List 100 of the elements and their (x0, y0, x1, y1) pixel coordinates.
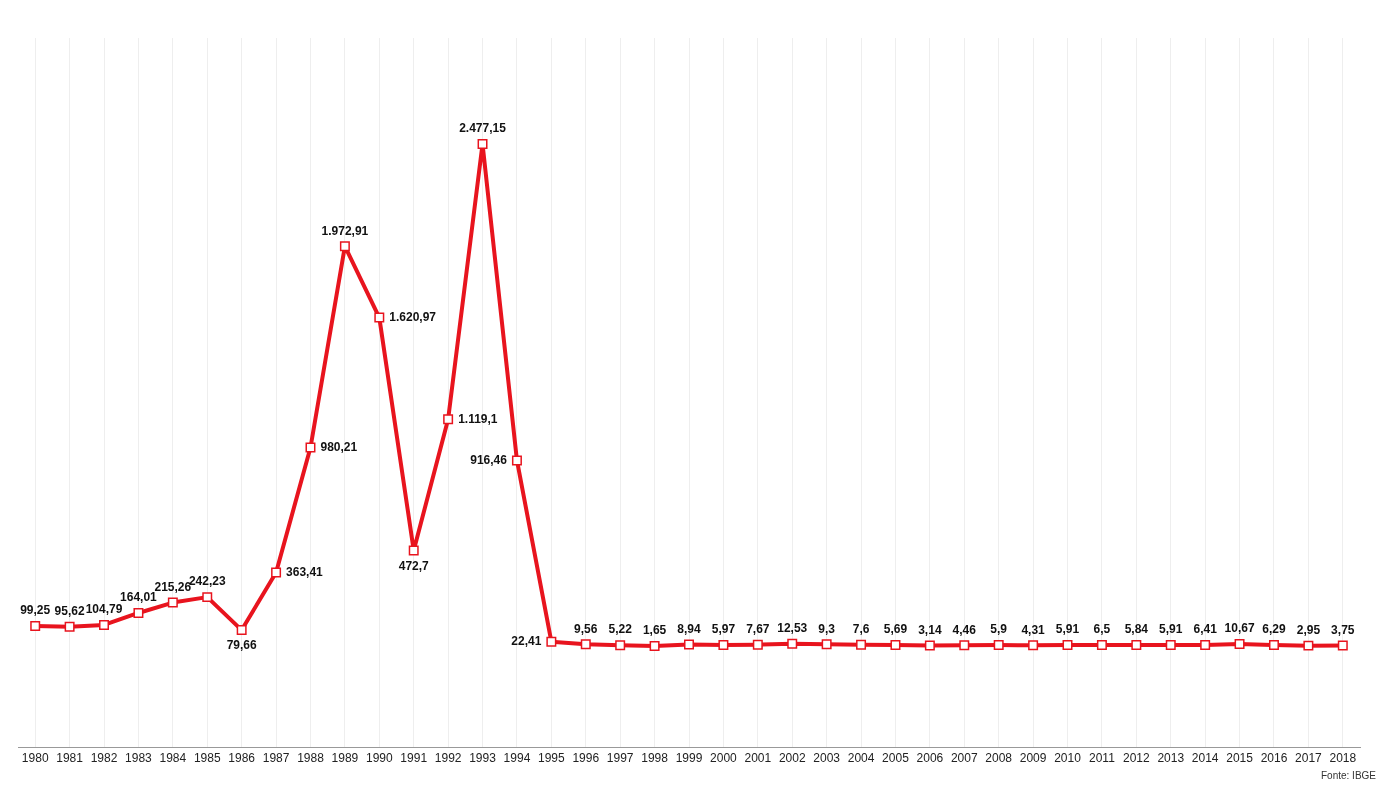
point (1268, 639, 1279, 650)
point (1165, 640, 1176, 651)
point (202, 592, 213, 603)
x-tick-label: 1991 (400, 751, 428, 766)
point (236, 625, 247, 636)
x-tick-label: 1983 (125, 751, 153, 766)
x-tick-label: 1992 (434, 751, 462, 766)
x-tick-label: 2007 (950, 751, 978, 766)
x-tick-label: 1999 (675, 751, 703, 766)
data-label: 9,3 (818, 621, 836, 636)
x-tick-label: 2003 (813, 751, 841, 766)
x-tick-label: 2015 (1226, 751, 1254, 766)
point (615, 640, 626, 651)
data-label: 5,91 (1055, 622, 1080, 637)
x-tick-label: 1994 (503, 751, 531, 766)
point (684, 639, 694, 650)
data-label: 5,97 (711, 622, 736, 637)
x-tick-label: 2004 (847, 751, 875, 766)
point (339, 241, 350, 252)
point (1096, 639, 1107, 650)
data-label: 4,46 (952, 622, 977, 637)
point (1234, 639, 1245, 650)
data-label: 99,25 (20, 603, 51, 618)
point (477, 139, 488, 149)
point (511, 455, 522, 466)
point (924, 640, 935, 651)
x-tick-label: 1986 (228, 751, 256, 766)
data-label: 9,56 (574, 621, 598, 636)
data-label: 6,29 (1262, 622, 1286, 637)
data-label: 3,14 (918, 622, 942, 637)
point (133, 607, 144, 618)
data-label: 472,7 (398, 558, 430, 573)
x-tick-label: 2005 (882, 751, 910, 766)
point (1131, 640, 1142, 651)
data-label: 5,9 (990, 622, 1008, 637)
x-tick-label: 2002 (778, 751, 806, 766)
point (993, 640, 1004, 651)
data-label: 164,01 (120, 590, 158, 605)
x-tick-label: 2009 (1019, 751, 1047, 766)
x-tick-label: 1988 (297, 751, 325, 766)
x-tick-label: 2013 (1157, 751, 1185, 766)
x-tick-label: 1985 (193, 751, 221, 766)
x-tick-label: 2000 (710, 751, 738, 766)
data-label: 6,5 (1093, 622, 1111, 637)
x-tick-label: 1989 (331, 751, 359, 766)
point (718, 640, 729, 651)
point (408, 545, 419, 556)
data-label: 22,41 (511, 634, 542, 648)
x-tick-label: 1987 (262, 751, 290, 766)
point (821, 639, 832, 650)
x-tick-label: 2016 (1260, 751, 1288, 766)
x-tick-label: 1990 (365, 751, 393, 766)
data-label: 7,6 (852, 622, 870, 636)
data-label: 1.620,97 (389, 309, 437, 324)
point (99, 619, 110, 630)
x-tick-label: 1995 (538, 751, 566, 766)
data-label: 4,31 (1021, 622, 1046, 637)
point (1028, 640, 1039, 651)
point (167, 597, 178, 608)
x-tick-label: 2006 (916, 751, 944, 766)
data-label: 2,95 (1296, 622, 1321, 637)
point (1303, 640, 1314, 651)
data-label: 980,21 (320, 439, 358, 454)
x-tick-label: 1997 (606, 751, 634, 766)
point (30, 621, 41, 632)
data-label: 79,66 (226, 638, 258, 653)
x-tick-label: 2010 (1054, 751, 1082, 766)
x-tick-label: 1980 (21, 751, 49, 766)
data-label: 5,84 (1124, 622, 1149, 637)
data-label: 3,75 (1331, 622, 1355, 637)
point (580, 639, 591, 650)
point (1337, 640, 1348, 651)
x-tick-label: 1998 (641, 751, 669, 766)
data-label: 1,65 (642, 623, 667, 638)
point (959, 640, 970, 651)
point (546, 636, 557, 647)
data-label: 12,53 (777, 621, 808, 635)
data-label: 7,67 (746, 621, 770, 636)
x-tick-label: 1982 (90, 751, 118, 766)
point (305, 442, 316, 453)
point (1200, 639, 1211, 650)
point (374, 312, 385, 323)
x-tick-label: 2012 (1122, 751, 1150, 766)
x-tick-label: 1984 (159, 751, 187, 766)
data-label: 1.972,91 (321, 223, 369, 238)
data-label: 916,46 (470, 452, 508, 467)
data-label: 1.119,1 (458, 411, 498, 426)
data-label: 6,41 (1193, 622, 1218, 637)
data-label: 104,79 (85, 602, 123, 617)
x-tick-label: 1981 (56, 751, 84, 766)
source-note: Fonte: IBGE (1320, 770, 1376, 781)
point (1062, 640, 1073, 651)
data-label: 5,91 (1159, 622, 1183, 637)
x-tick-label: 2001 (744, 751, 772, 766)
point (443, 414, 454, 425)
x-tick-label: 1993 (469, 751, 497, 766)
x-tick-label: 2014 (1191, 751, 1219, 766)
point (64, 621, 75, 632)
point (649, 640, 660, 651)
data-label: 10,67 (1224, 621, 1255, 636)
